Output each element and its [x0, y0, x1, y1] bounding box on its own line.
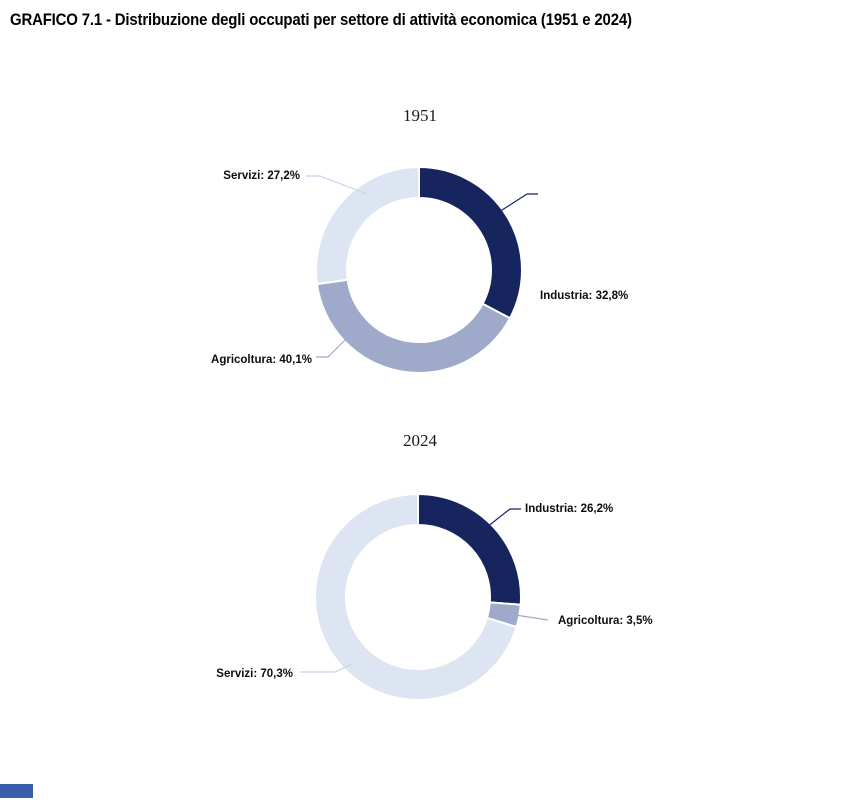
slice-agricoltura[interactable] — [315, 278, 511, 374]
leader-line-industria — [486, 508, 521, 528]
leader-line-servizi — [300, 663, 353, 673]
slice-industria[interactable] — [417, 493, 522, 606]
slice-servizi[interactable] — [315, 166, 420, 286]
data-label-agricoltura-2024: Agricoltura: 3,5% — [558, 615, 653, 627]
leader-line-servizi — [306, 175, 368, 195]
footer-blue-bar — [0, 784, 33, 798]
data-label-servizi-1951: Servizi: 27,2% — [223, 170, 300, 182]
slice-servizi[interactable] — [314, 493, 518, 701]
year-label-1951: 1951 — [403, 106, 437, 125]
chart-main-title: GRAFICO 7.1 - Distribuzione degli occupa… — [10, 10, 632, 29]
data-label-servizi-2024: Servizi: 70,3% — [216, 668, 293, 680]
donut-plot-1951[interactable] — [0, 100, 850, 405]
year-label-2024: 2024 — [403, 431, 437, 450]
slice-industria[interactable] — [418, 166, 523, 320]
data-label-industria-1951: Industria: 32,8% — [540, 290, 629, 302]
donut-plot-2024[interactable] — [0, 425, 850, 730]
leader-line-industria — [498, 193, 538, 213]
donut-chart-2024: 2024 Industria: 26,2% Agricoltura: 3,5% … — [0, 425, 850, 730]
data-label-agricoltura-1951: Agricoltura: 40,1% — [211, 354, 312, 366]
donut-chart-1951: 1951 Industria: 32,8% Agricoltura: 40,1%… — [0, 100, 850, 405]
data-label-industria-2024: Industria: 26,2% — [525, 503, 614, 515]
leader-line-agricoltura — [501, 612, 549, 621]
leader-line-agricoltura — [316, 332, 353, 358]
